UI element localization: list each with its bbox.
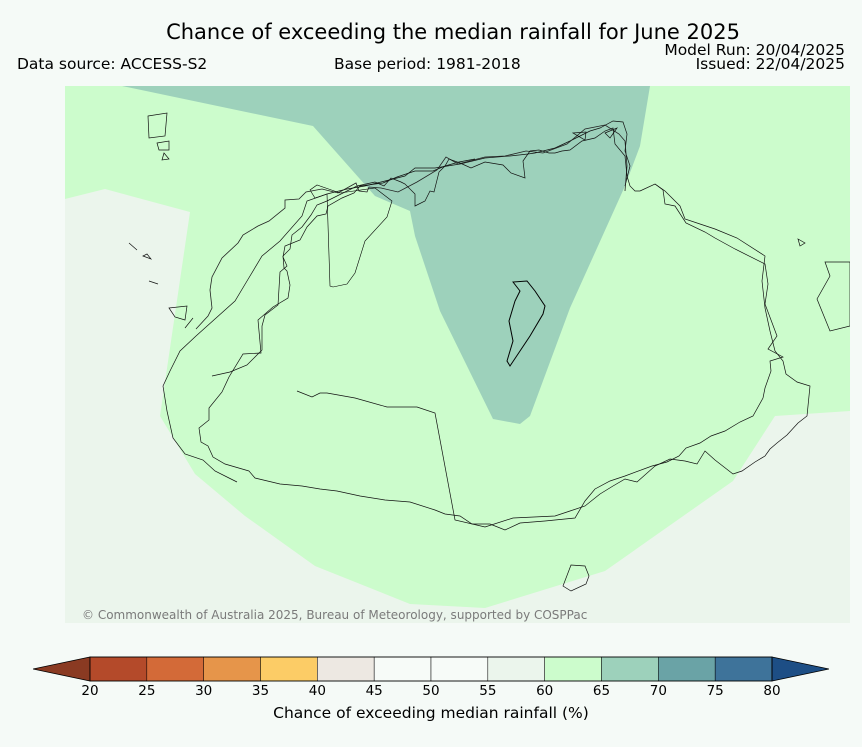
colorbar-swatch	[714, 656, 773, 682]
coastline-drawn	[162, 120, 811, 528]
island-small-b	[128, 242, 194, 329]
colorbar-tick-label: 45	[365, 683, 383, 699]
colorbar-swatch	[544, 656, 602, 682]
colorbar-tick-label: 50	[422, 683, 440, 699]
gulf-coastline-a	[309, 184, 393, 288]
model-run-label: Model Run: 20/04/2025	[664, 41, 845, 59]
map-title: Chance of exceeding the median rainfall …	[166, 20, 740, 44]
papua-islands	[571, 127, 618, 141]
colorbar-tick-label: 40	[308, 683, 326, 699]
island-small-a	[147, 112, 170, 161]
colorbar-tick-label: 25	[138, 683, 156, 699]
colorbar-swatch	[430, 656, 489, 682]
colorbar-swatch	[203, 656, 261, 682]
colorbar-tick-label: 70	[649, 683, 667, 699]
colorbar-swatch	[601, 656, 659, 682]
lake-eyre	[506, 280, 546, 367]
colorbar-tick-label: 80	[763, 683, 781, 699]
tasmania	[562, 564, 590, 592]
east-islands	[797, 238, 850, 332]
data-source-label: Data source: ACCESS-S2	[17, 55, 208, 73]
colorbar-tick-label: 75	[706, 683, 724, 699]
colorbar-swatch	[89, 656, 148, 682]
colorbar-swatches	[89, 656, 773, 682]
colorbar	[33, 656, 829, 682]
colorbar-frame	[89, 656, 773, 682]
coastline-main	[195, 124, 628, 330]
australia-coastline	[198, 127, 784, 531]
colorbar-tick-label: 35	[251, 683, 270, 699]
colorbar-tick-label: 55	[479, 683, 497, 699]
copyright-notice: © Commonwealth of Australia 2025, Bureau…	[82, 608, 588, 622]
rainfall-map	[65, 86, 850, 623]
colorbar-swatch	[373, 656, 432, 682]
colorbar-swatch	[317, 656, 375, 682]
coastline	[309, 184, 393, 288]
colorbar-swatch	[658, 656, 716, 682]
colorbar-tick-label: 30	[195, 683, 213, 699]
colorbar-tick-label: 60	[536, 683, 554, 699]
base-period-label: Base period: 1981-2018	[334, 55, 521, 73]
colorbar-label: Chance of exceeding median rainfall (%)	[273, 704, 589, 722]
band-65-70	[122, 86, 650, 424]
band-60-65-north	[65, 86, 850, 608]
colorbar-over-arrow	[771, 656, 829, 682]
colorbar-swatch	[487, 656, 545, 682]
issued-label: Issued: 22/04/2025	[695, 55, 845, 73]
colorbar-tick-label: 20	[81, 683, 99, 699]
colorbar-swatch	[260, 656, 318, 682]
colorbar-under-arrow	[33, 656, 91, 682]
colorbar-swatch	[146, 656, 204, 682]
colorbar-tick-label: 65	[592, 683, 611, 699]
